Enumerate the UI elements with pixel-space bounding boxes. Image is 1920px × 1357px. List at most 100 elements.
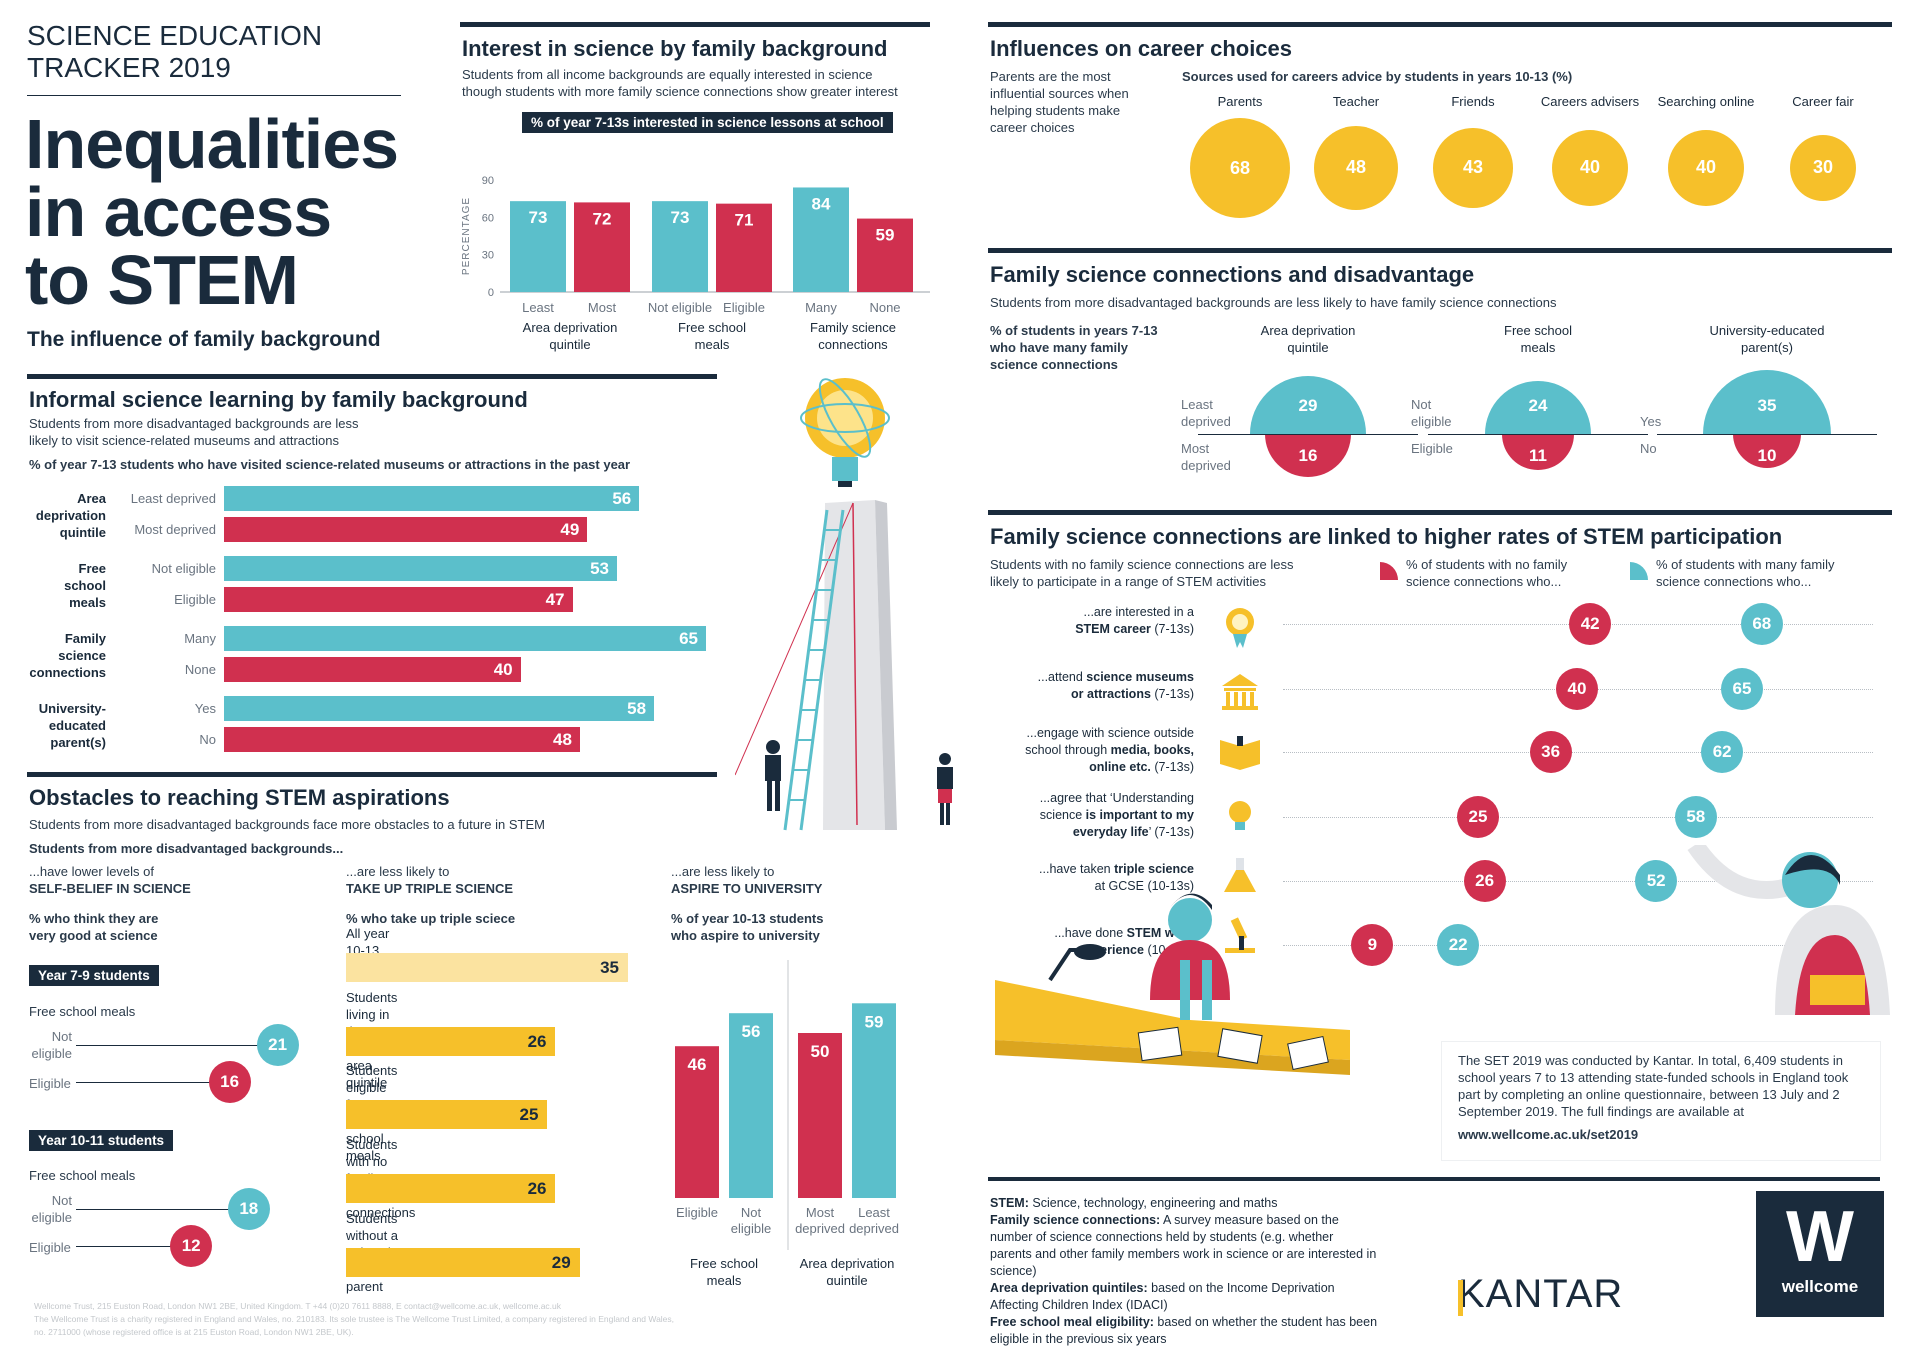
university-bar — [675, 1046, 719, 1198]
stem-row-label: ...attend science museums or attractions … — [1037, 670, 1194, 701]
stem-row-line — [1283, 945, 1873, 946]
disadv-top-value: 29 — [1298, 396, 1318, 415]
selfbelief-line — [76, 1082, 230, 1083]
student-illustration — [995, 893, 1350, 1075]
informal-bar-value: 56 — [612, 489, 632, 508]
informal-category-label: None — [184, 662, 216, 677]
stem-dot-no: 9 — [1351, 924, 1394, 966]
informal-bar: 65 — [224, 626, 706, 651]
informal-label: % of year 7-13 students who have visited… — [29, 457, 631, 472]
header-divider — [27, 95, 401, 96]
stem-dot-many: 65 — [1721, 668, 1763, 710]
disadv-group-label: Area deprivation quintile — [1260, 323, 1356, 355]
note-url[interactable]: www.wellcome.ac.uk/set2019 — [1458, 1127, 1639, 1142]
y-tick-label: 30 — [482, 250, 494, 262]
informal-category-label: Many — [184, 631, 216, 646]
microscope-icon — [1225, 917, 1255, 953]
university-group-label: Area deprivation — [800, 1256, 895, 1271]
stem-dot-many: 22 — [1437, 924, 1480, 966]
disadv-title: Family science connections and disadvant… — [990, 262, 1475, 287]
interest-bar — [793, 187, 849, 292]
informal-category-label: Least deprived — [130, 491, 216, 506]
career-desc: Parents are the most influential sources … — [990, 69, 1129, 135]
stem-icons — [1220, 608, 1260, 953]
selfbelief-head: ...have lower levels of SELF-BELIEF IN S… — [29, 864, 191, 896]
tag-year-7-9: Year 7-9 students — [29, 965, 159, 986]
interest-group-label: Family science — [810, 320, 896, 335]
informal-bar: 53 — [224, 556, 617, 581]
disadv-bottom-value: 11 — [1529, 446, 1547, 465]
university-bar-value: 50 — [811, 1042, 830, 1061]
interest-bar — [716, 203, 772, 292]
disadv-top-value: 35 — [1757, 396, 1777, 415]
stem-desc: Students with no family science connecti… — [990, 557, 1294, 589]
informal-category-label: No — [199, 732, 216, 747]
stem-dot-no: 42 — [1569, 603, 1612, 645]
career-bubble: 40 — [1667, 129, 1745, 207]
triple-bar: 26 — [346, 1027, 556, 1056]
selfbelief-question: % who think they are very good at scienc… — [29, 911, 159, 943]
interest-group-label: Free school — [678, 320, 746, 335]
y-tick-label: 0 — [488, 287, 494, 299]
informal-bar-value: 65 — [679, 629, 698, 648]
informal-bar-value: 49 — [560, 520, 580, 539]
stem-dot-no: 36 — [1529, 731, 1572, 773]
stem-row-line — [1283, 817, 1873, 818]
interest-bar — [510, 201, 566, 292]
disadv-desc: Students from more disadvantaged backgro… — [990, 295, 1557, 310]
triple-bar-value: 25 — [519, 1105, 539, 1124]
disadv-top-value: 24 — [1528, 396, 1548, 415]
disadv-bottom-value: 16 — [1298, 446, 1318, 465]
legend-many: % of students with many family science co… — [1656, 557, 1835, 589]
y-tick-label: 60 — [482, 212, 494, 224]
obstacles-rule — [27, 772, 717, 777]
university-category-label: Most — [806, 1205, 835, 1220]
triple-bar-value: 29 — [551, 1253, 571, 1272]
career-source-label: Teacher — [1332, 94, 1380, 109]
informal-bar: 58 — [224, 696, 655, 721]
career-rule — [988, 22, 1892, 27]
career-bubble: 48 — [1313, 125, 1398, 210]
informal-category-label: Most deprived — [134, 522, 216, 537]
triple-question: % who take up triple sciece — [346, 911, 516, 926]
informal-bar: 56 — [224, 486, 640, 511]
university-category-label: eligible — [731, 1221, 771, 1236]
fsm-label-1: Free school meals — [29, 1004, 136, 1019]
stem-dot-many: 68 — [1740, 603, 1783, 645]
interest-bar-value: 71 — [735, 211, 754, 230]
selfbelief-dot: 16 — [208, 1061, 251, 1103]
interest-rule — [460, 22, 930, 27]
university-category-label: Least — [858, 1205, 890, 1220]
informal-title: Informal science learning by family back… — [29, 387, 528, 412]
glossary: STEM: Science, technology, engineering a… — [990, 1196, 1378, 1346]
selfbelief-dot: 12 — [170, 1225, 213, 1267]
stem-row-label: ...agree that ‘Understanding science is i… — [1039, 791, 1194, 839]
disadv-group-label: Free school meals — [1504, 323, 1572, 355]
career-bubble: 40 — [1551, 129, 1629, 207]
lightbulb-small-icon — [1229, 801, 1251, 830]
disadv-top-label: Yes — [1640, 414, 1662, 429]
university-bar — [798, 1033, 842, 1198]
career-bubble: 68 — [1190, 118, 1290, 218]
university-head: ...are less likely to ASPIRE TO UNIVERSI… — [671, 864, 823, 896]
not-eligible-label-2: Not eligible — [31, 1193, 72, 1225]
eligible-label-1: Eligible — [29, 1076, 71, 1091]
career-label: Sources used for careers advice by stude… — [1182, 69, 1573, 84]
museum-icon — [1222, 674, 1258, 710]
disadv-bottom-label: Eligible — [1411, 441, 1453, 456]
legend-no: % of students with no family science conn… — [1406, 557, 1568, 589]
interest-bar-value: 73 — [529, 208, 548, 227]
obstacles-desc: Students from more disadvantaged backgro… — [29, 817, 545, 832]
interest-category-label: Least — [522, 300, 554, 315]
interest-bar — [652, 201, 708, 292]
selfbelief-line — [76, 1246, 192, 1247]
informal-group-label: Family science connections — [29, 631, 106, 680]
legend-many-swatch — [1630, 562, 1648, 580]
disadv-top-label: Least deprived — [1181, 397, 1231, 429]
university-category-label: deprived — [849, 1221, 899, 1236]
legend-no-swatch — [1380, 562, 1398, 580]
obstacles-lead: Students from more disadvantaged backgro… — [29, 841, 344, 856]
triple-bar: 25 — [346, 1100, 548, 1129]
university-category-label: Eligible — [676, 1205, 718, 1220]
